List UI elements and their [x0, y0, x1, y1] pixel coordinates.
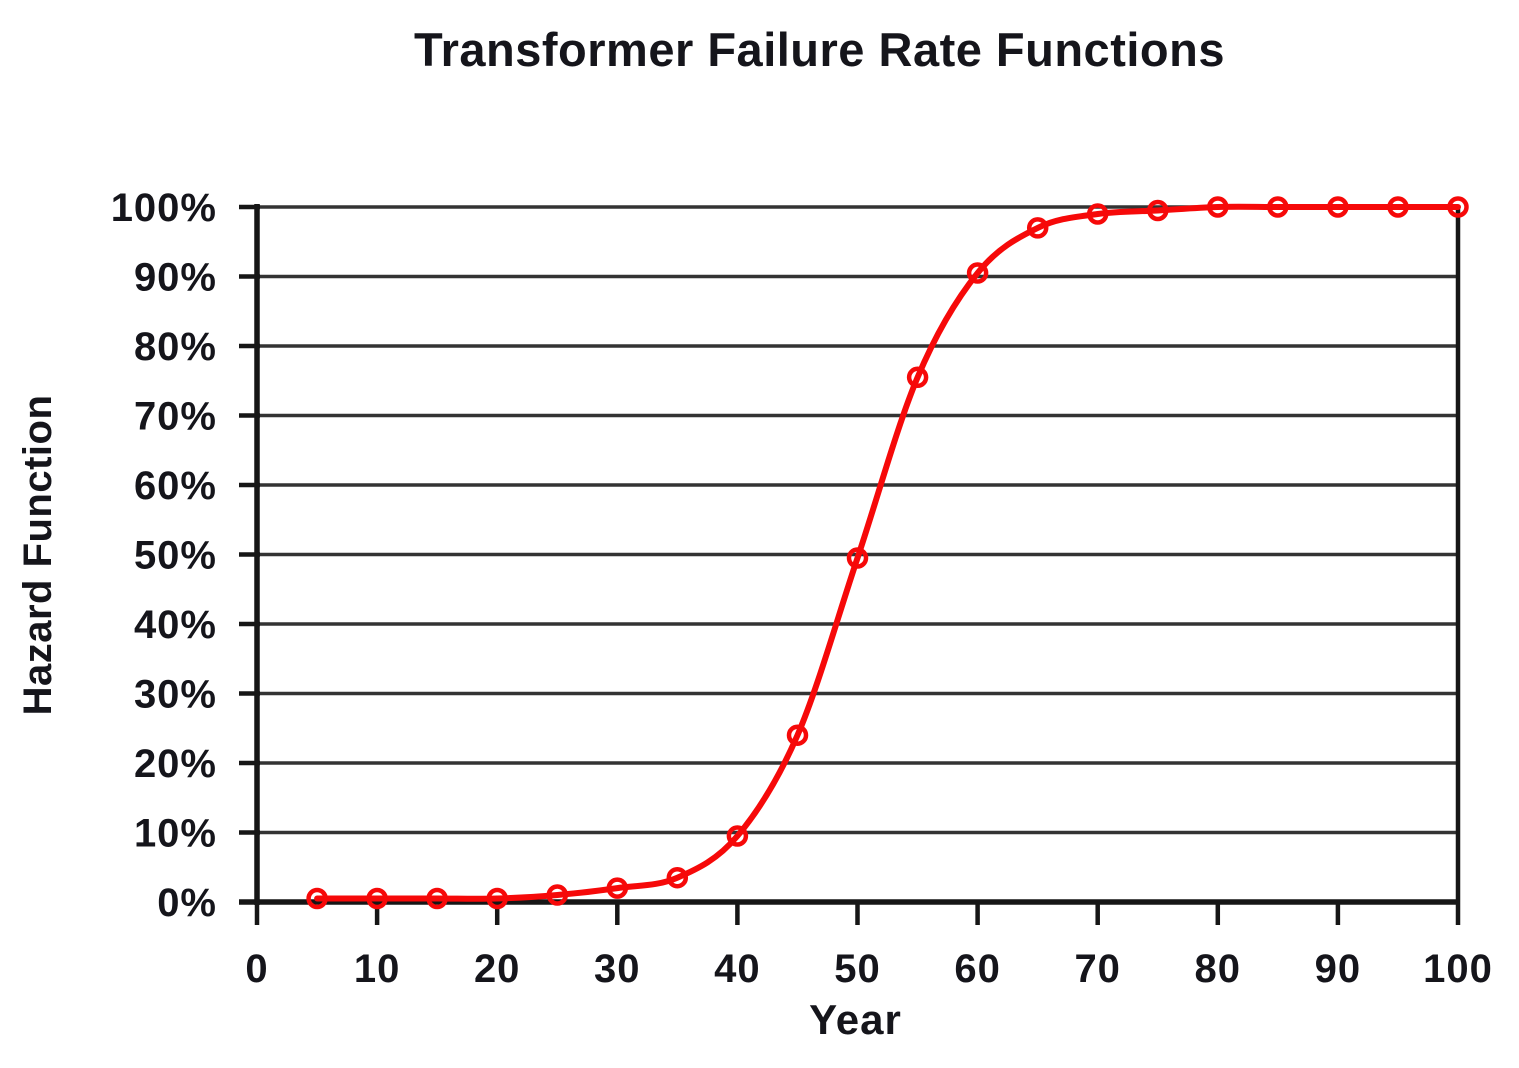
y-tick-label: 70%	[134, 395, 217, 439]
y-tick-label: 50%	[134, 534, 217, 578]
data-point-marker	[1086, 203, 1109, 225]
hazard-curve	[314, 203, 1461, 902]
data-point-marker	[486, 887, 508, 910]
y-tick-label: 40%	[134, 603, 217, 647]
x-tick-label: 70	[1074, 947, 1121, 991]
y-tick-label: 0%	[157, 881, 217, 925]
y-tick-label: 10%	[134, 812, 217, 856]
data-point-marker	[606, 877, 629, 899]
x-axis-title: Year	[809, 996, 902, 1043]
data-point-marker	[426, 887, 448, 910]
data-point-marker	[1207, 196, 1229, 218]
y-tick-label: 30%	[134, 673, 217, 717]
data-point-marker	[546, 884, 569, 906]
data-point-marker	[666, 866, 689, 889]
x-tick-label: 30	[594, 947, 641, 991]
x-tick-label: 90	[1315, 947, 1362, 991]
data-point-marker	[906, 366, 929, 389]
y-tick-label: 80%	[134, 325, 217, 369]
y-tick-label: 90%	[134, 256, 217, 300]
data-point-marker	[366, 887, 388, 910]
x-tick-label: 0	[245, 947, 268, 991]
data-point-marker	[1026, 217, 1049, 239]
data-point-marker	[726, 825, 749, 847]
data-point-marker	[1447, 196, 1469, 218]
data-point-marker	[1327, 196, 1349, 218]
y-tick-label: 100%	[111, 186, 217, 230]
data-point-marker	[1387, 196, 1409, 218]
y-tick-label: 60%	[134, 464, 217, 508]
data-point-marker	[846, 547, 869, 569]
x-tick-label: 40	[714, 947, 761, 991]
x-tick-label: 100	[1423, 947, 1493, 991]
x-tick-label: 50	[834, 947, 881, 991]
data-point-marker	[306, 887, 328, 910]
data-point-marker	[786, 724, 809, 746]
data-point-marker	[1267, 196, 1289, 218]
x-tick-label: 80	[1195, 947, 1242, 991]
chart-title: Transformer Failure Rate Functions	[414, 23, 1225, 76]
data-point-marker	[1147, 199, 1169, 222]
x-tick-label: 60	[954, 947, 1001, 991]
data-point-marker	[966, 262, 989, 284]
y-tick-label: 20%	[134, 742, 217, 786]
x-tick-label: 20	[474, 947, 521, 991]
x-tick-label: 10	[354, 947, 401, 991]
